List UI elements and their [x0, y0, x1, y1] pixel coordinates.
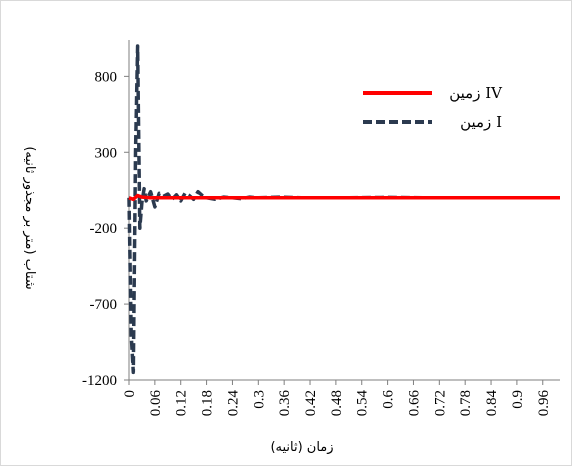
y-tick-label: -200 [90, 221, 118, 237]
x-tick-label: 0 [122, 390, 138, 398]
x-tick-label: 0.24 [225, 390, 241, 417]
x-tick-label: 0.06 [148, 390, 164, 417]
x-tick-label: 0.9 [510, 390, 526, 409]
y-axis-title: شتاب (متر بر مجذور ثانیه) [22, 146, 37, 289]
y-tick-labels: 800 300 -200 -700 -1200 [82, 69, 117, 389]
series-layer [127, 44, 560, 375]
legend: زمین IV زمین I [363, 84, 503, 131]
series-line-0 [128, 193, 560, 202]
x-tick-label: 0.6 [381, 390, 397, 409]
x-axis-title: زمان (ثانیه) [270, 440, 333, 455]
x-tick-label: 0.42 [303, 390, 319, 416]
x-tick-label: 0.96 [536, 390, 552, 417]
x-tick-label: 0.78 [458, 390, 474, 416]
y-tick-label: -700 [90, 297, 118, 313]
x-tick-label: 0.84 [484, 390, 500, 417]
x-tick-label: 0.3 [251, 390, 267, 409]
x-tick-label: 0.36 [277, 390, 293, 417]
x-tick-label: 0.66 [406, 390, 422, 417]
x-tick-label: 0.72 [432, 390, 448, 416]
legend-label-1: زمین I [460, 113, 502, 131]
axes [124, 40, 560, 385]
y-tick-label: -1200 [82, 373, 117, 389]
y-tick-label: 300 [95, 145, 118, 161]
x-tick-label: 0.12 [174, 390, 190, 416]
x-tick-labels: 0 0.06 0.12 0.18 0.24 0.3 0.36 0.42 0.48 0.54 0.6 0… [122, 390, 552, 417]
legend-label-0: زمین IV [449, 84, 503, 102]
x-tick-label: 0.18 [200, 390, 216, 416]
y-tick-label: 800 [95, 69, 118, 85]
x-tick-label: 0.54 [355, 390, 371, 417]
x-tick-label: 0.48 [329, 390, 345, 416]
